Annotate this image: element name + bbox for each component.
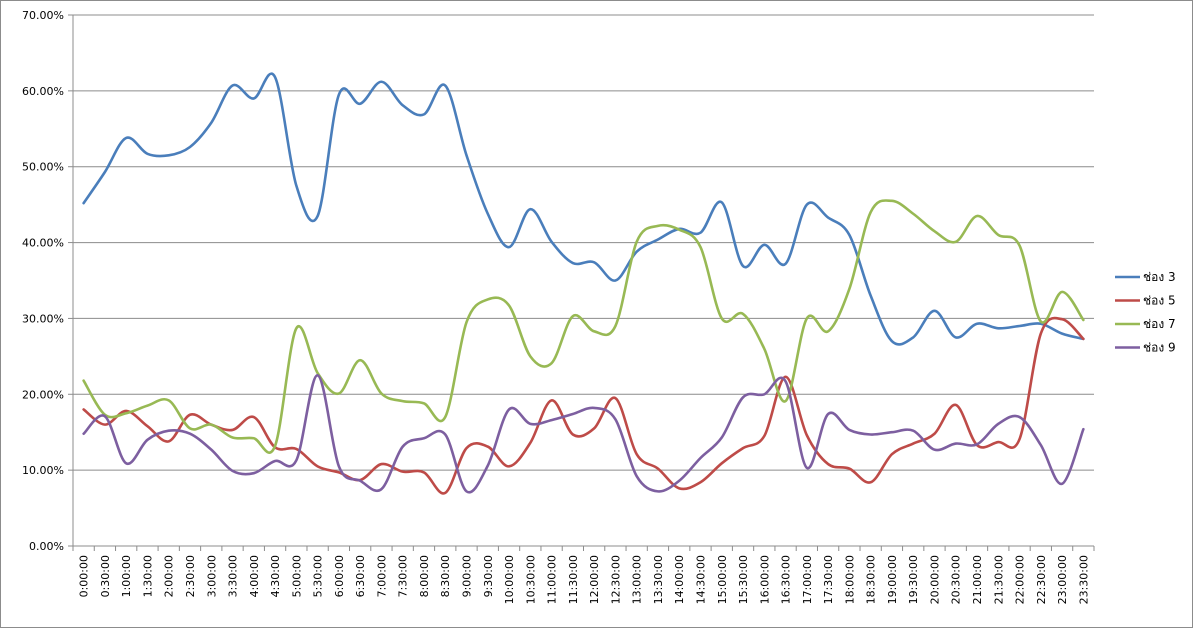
x-tick-label: 19:00:00 [886,555,899,604]
x-tick-label: 14:00:00 [673,555,686,604]
x-tick-label: 17:00:00 [801,555,814,604]
x-tick-label: 23:30:00 [1077,555,1090,604]
y-tick-label: 50.00% [22,161,64,174]
x-tick-label: 14:30:00 [694,555,707,604]
x-tick-label: 16:00:00 [758,555,771,604]
x-axis-tick-labels: 0:00:00 0:30:00 1:00:00 1:30:00 2:00:00 2:30:… [78,555,1091,604]
y-tick-label: 10.00% [22,464,64,477]
x-tick-label: 10:00:00 [503,555,516,604]
x-tick-label: 9:00:00 [461,555,474,597]
x-tick-label: 4:00:00 [248,555,261,597]
x-tick-label: 23:00:00 [1056,555,1069,604]
x-tick-label: 18:30:00 [865,555,878,604]
y-tick-label: 40.00% [22,237,64,250]
x-tick-label: 13:00:00 [631,555,644,604]
x-tick-label: 6:00:00 [333,555,346,597]
x-tick-label: 8:30:00 [439,555,452,597]
x-tick-label: 15:00:00 [716,555,729,604]
legend-label: ช่อง 3 [1143,270,1176,284]
x-tick-label: 0:00:00 [78,555,91,597]
x-tick-label: 7:30:00 [397,555,410,597]
series-line-4 [82,374,1085,494]
x-tick-label: 2:00:00 [163,555,176,597]
x-tick-label: 12:30:00 [609,555,622,604]
y-axis-tick-labels: 0.00% 10.00% 20.00% 30.00% 40.00% 50.00% 60.00… [22,9,64,553]
y-tick-label: 70.00% [22,9,64,22]
x-tick-label: 15:30:00 [737,555,750,604]
x-tick-label: 20:00:00 [928,555,941,604]
x-tick-label: 11:00:00 [546,555,559,604]
x-tick-label: 13:30:00 [652,555,665,604]
x-tick-label: 22:00:00 [1014,555,1027,604]
x-tick-label: 22:30:00 [1035,555,1048,604]
y-tick-label: 20.00% [22,388,64,401]
x-tick-label: 5:00:00 [290,555,303,597]
legend-label: ช่อง 5 [1143,294,1176,308]
x-tick-label: 9:30:00 [482,555,495,597]
y-tick-label: 30.00% [22,312,64,325]
series-line-3 [82,199,1085,454]
series-lines [82,72,1085,495]
series-line-1 [82,72,1085,346]
series-line-2 [82,316,1085,495]
x-tick-label: 7:00:00 [375,555,388,597]
x-tick-label: 21:30:00 [992,555,1005,604]
x-tick-label: 21:00:00 [971,555,984,604]
y-tick-label: 60.00% [22,85,64,98]
legend-label: ช่อง 7 [1143,317,1176,331]
x-tick-label: 2:30:00 [184,555,197,597]
x-tick-label: 1:30:00 [141,555,154,597]
x-tick-label: 17:30:00 [822,555,835,604]
x-tick-label: 6:30:00 [354,555,367,597]
x-tick-label: 3:30:00 [227,555,240,597]
legend-label: ช่อง 9 [1143,341,1176,355]
x-tick-label: 18:00:00 [843,555,856,604]
x-tick-label: 1:00:00 [120,555,133,597]
x-tick-label: 12:00:00 [588,555,601,604]
x-tick-label: 19:30:00 [907,555,920,604]
x-tick-label: 4:30:00 [269,555,282,597]
y-tick-label: 0.00% [29,540,64,553]
x-tick-label: 10:30:00 [524,555,537,604]
x-tick-label: 20:30:00 [950,555,963,604]
gridlines [73,14,1094,471]
x-tick-label: 8:00:00 [418,555,431,597]
x-tick-label: 11:30:00 [567,555,580,604]
x-tick-label: 16:30:00 [780,555,793,604]
axes [68,14,1095,551]
x-tick-label: 3:00:00 [205,555,218,597]
x-tick-label: 5:30:00 [312,555,325,597]
legend: ช่อง 3 ช่อง 5 ช่อง 7 ช่อง 9 [1115,270,1176,355]
x-tick-label: 0:30:00 [99,555,112,597]
